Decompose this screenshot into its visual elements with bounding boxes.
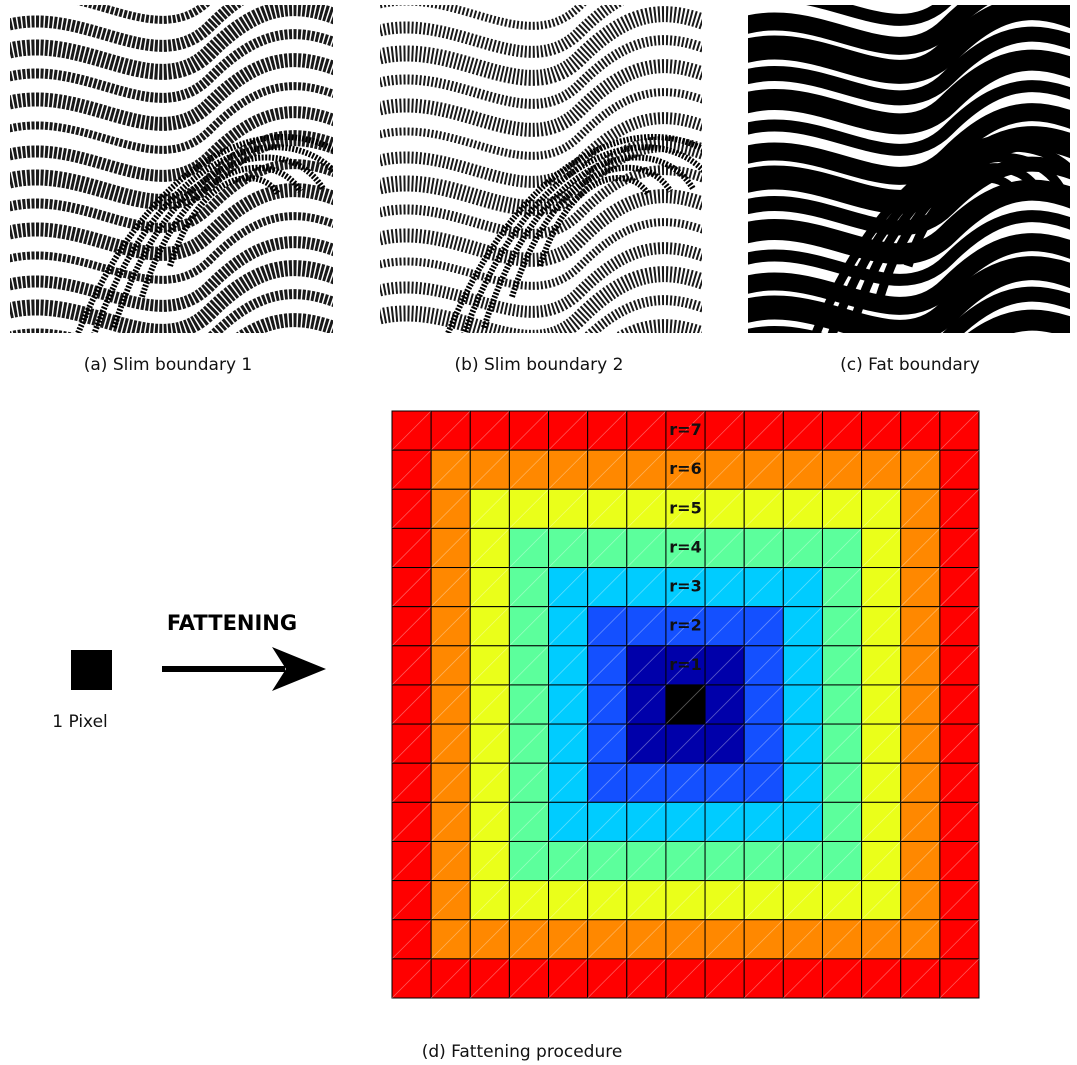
caption: (a) Slim boundary 1: [84, 355, 253, 375]
swirl-image: [718, 0, 1077, 410]
panel-images: [0, 0, 1077, 416]
radius-label: r=5: [669, 498, 701, 517]
radius-label: r=2: [669, 616, 701, 635]
swirl-image: [350, 0, 740, 416]
radius-label: r=4: [669, 537, 701, 556]
radius-label: r=3: [669, 577, 701, 596]
radius-label: r=1: [669, 655, 701, 674]
pixel-label: 1 Pixel: [52, 712, 108, 732]
radius-label: r=7: [669, 420, 701, 439]
figure: (a) Slim boundary 1 (b) Slim boundary 2 …: [0, 0, 1077, 1065]
caption: (c) Fat boundary: [840, 355, 980, 375]
arrow-label: FATTENING: [167, 611, 297, 635]
swirl-image: [0, 0, 370, 410]
caption: (d) Fattening procedure: [422, 1042, 623, 1062]
pixel: [71, 650, 112, 690]
radius-label: r=6: [669, 459, 701, 478]
caption: (b) Slim boundary 2: [455, 355, 624, 375]
